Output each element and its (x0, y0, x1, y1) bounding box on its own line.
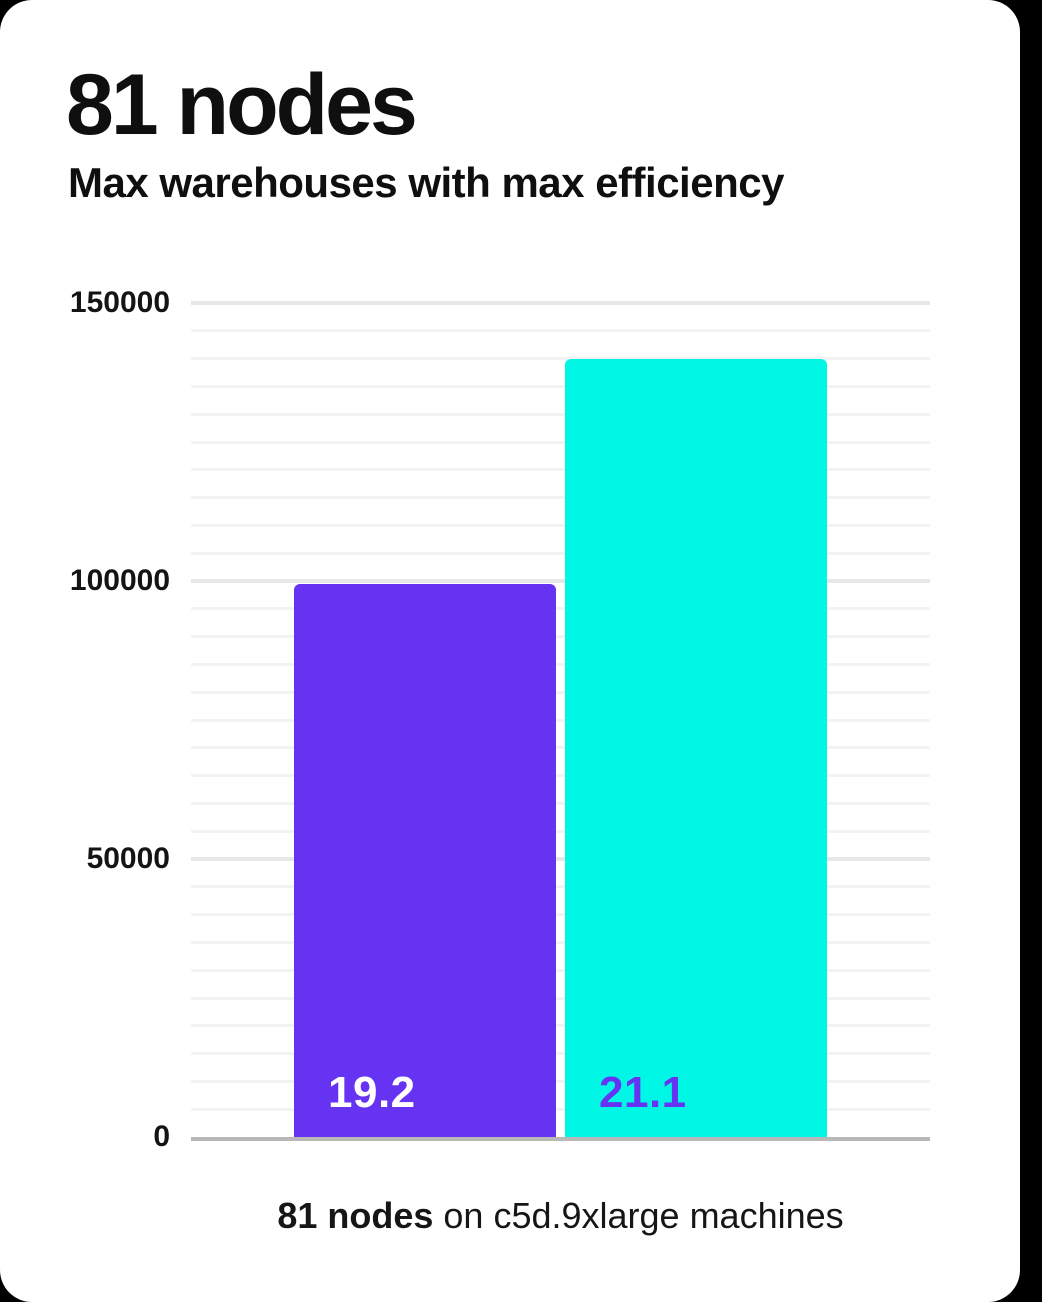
gridline (191, 1079, 930, 1083)
gridline (191, 1024, 930, 1028)
gridline (191, 690, 930, 694)
chart-card: 81 nodes Max warehouses with max efficie… (0, 0, 1020, 1302)
y-tick-label: 100000 (69, 564, 170, 597)
y-tick-label: 0 (153, 1120, 170, 1153)
y-tick-label: 150000 (69, 286, 170, 319)
chart-caption: 81 nodes on c5d.9xlarge machines (191, 1194, 930, 1237)
plot-area: 19.2 21.1 (191, 301, 930, 1141)
x-axis-line (191, 1137, 930, 1141)
gridline (191, 829, 930, 833)
y-axis-tick-labels: 0 50000 100000 150000 (0, 286, 170, 1153)
gridline (191, 996, 930, 1000)
gridline (191, 662, 930, 666)
gridline (191, 496, 930, 500)
gridline (191, 774, 930, 778)
gridline (191, 551, 930, 555)
gridline (191, 412, 930, 416)
gridline (191, 1107, 930, 1111)
bar-value-label: 19.2 (328, 1068, 416, 1117)
gridline (191, 329, 930, 333)
gridline (191, 885, 930, 889)
gridline (191, 468, 930, 472)
gridline (191, 579, 930, 583)
gridline (191, 607, 930, 611)
gridline (191, 913, 930, 917)
caption-regular-text: on c5d.9xlarge machines (433, 1195, 844, 1236)
gridline (191, 857, 930, 861)
gridline (191, 357, 930, 361)
gridline (191, 968, 930, 972)
gridline (191, 384, 930, 388)
gridline (191, 301, 930, 305)
page-subtitle: Max warehouses with max efficiency (68, 159, 784, 206)
gridline (191, 940, 930, 944)
gridline (191, 635, 930, 639)
caption-bold-text: 81 nodes (277, 1195, 434, 1236)
gridline (191, 746, 930, 750)
bar-value-label: 21.1 (599, 1068, 687, 1117)
bar-21.1: 21.1 (565, 358, 827, 1137)
bar-19.2: 19.2 (294, 583, 556, 1137)
gridline (191, 718, 930, 722)
gridline (191, 1052, 930, 1056)
y-tick-label: 50000 (86, 842, 170, 875)
gridline (191, 523, 930, 527)
gridline (191, 801, 930, 805)
gridline (191, 440, 930, 444)
page-title: 81 nodes (66, 57, 418, 153)
